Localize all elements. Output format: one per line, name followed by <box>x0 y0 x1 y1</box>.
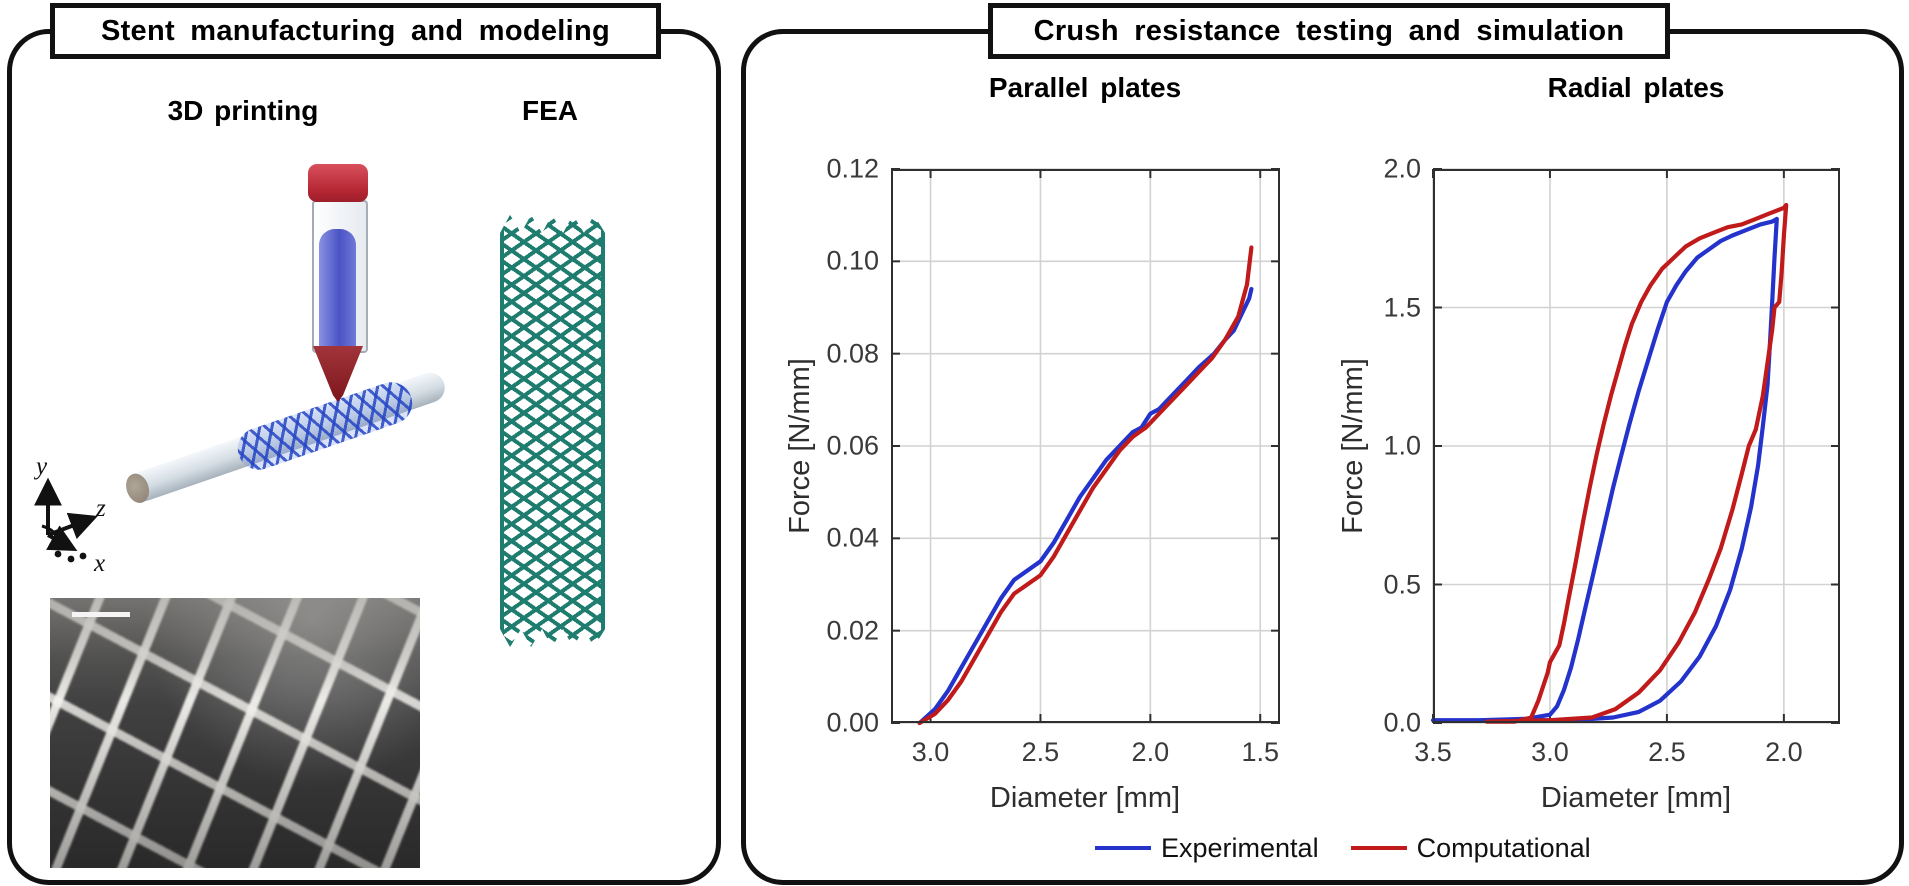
y-tick-label: 0.06 <box>826 430 879 461</box>
triad-dot <box>79 552 87 560</box>
x-tick-label: 2.0 <box>1765 737 1803 767</box>
legend-line-computational <box>1350 846 1407 850</box>
x-axis-arrow <box>46 525 78 552</box>
series-computational <box>1484 202 1789 724</box>
chart-legend: Experimental Computational <box>1095 833 1623 863</box>
left-panel-title: Stent manufacturing and modeling <box>50 3 661 59</box>
y-tick-label: 0.5 <box>1383 569 1421 599</box>
axis-box <box>891 169 1280 723</box>
axis-label-x: x <box>93 550 105 577</box>
coordinate-triad: y z x <box>33 453 106 577</box>
y-tick-label: 0.00 <box>826 707 879 738</box>
panel-crush-testing <box>741 29 1904 885</box>
plot-area <box>1430 168 1840 724</box>
syringe-ink-illustration <box>319 229 356 348</box>
chart-radial-plates: 3.5 3.0 2.5 2.0 0.0 0.5 1.0 1.5 2.0 <box>1383 154 1840 767</box>
y-tick-label: 0.08 <box>826 338 879 369</box>
y-tick-label: 1.5 <box>1383 292 1421 322</box>
triad-arc <box>41 524 60 542</box>
right-panel-title: Crush resistance testing and simulation <box>988 3 1670 59</box>
y-tick-label: 0.10 <box>826 245 879 276</box>
heading-3d-printing: 3D printing <box>167 95 319 126</box>
scale-bar <box>72 612 130 617</box>
x-tick-label: 3.0 <box>1531 737 1569 767</box>
x-tick-label: 3.5 <box>1414 737 1452 767</box>
x-axis-label-radial: Diameter [mm] <box>1540 782 1732 814</box>
x-tick-label: 3.0 <box>911 737 950 767</box>
y-tick-label: 2.0 <box>1383 153 1421 184</box>
fea-stent-model <box>500 215 605 647</box>
syringe-cap-illustration <box>308 164 368 202</box>
legend-label-experimental: Experimental <box>1161 832 1319 863</box>
plot-area <box>891 168 1280 726</box>
y-tick-label: 0.02 <box>826 615 879 646</box>
y-tick-label: 0.04 <box>826 522 879 553</box>
chart-parallel-plates: 3.0 2.5 2.0 1.5 0.00 0.02 0.04 0.06 0.08 0.10 0.12 <box>826 154 1280 767</box>
x-tick-label: 2.5 <box>1021 737 1060 767</box>
x-tick-label: 2.0 <box>1131 737 1170 767</box>
x-tick-label: 1.5 <box>1241 737 1279 767</box>
depth-of-field-overlay <box>50 598 420 868</box>
y-tick-label: 1.0 <box>1383 430 1421 461</box>
heading-fea: FEA <box>522 95 578 126</box>
triad-dot <box>54 550 62 558</box>
plot-title-parallel-plates: Parallel plates <box>988 72 1182 103</box>
series-computational <box>917 245 1254 726</box>
microscopy-photo <box>50 598 420 868</box>
y-tick-label: 0.0 <box>1383 707 1421 738</box>
syringe-barrel-illustration <box>312 200 368 353</box>
axis-label-z: z <box>95 495 106 522</box>
legend-line-experimental <box>1095 846 1151 850</box>
x-axis-label-parallel: Diameter [mm] <box>989 782 1181 814</box>
axis-box <box>1433 169 1840 723</box>
series-experimental <box>1430 216 1779 723</box>
triad-dot <box>67 555 75 563</box>
legend-label-computational: Computational <box>1416 832 1591 863</box>
axis-label-y: y <box>33 453 48 480</box>
plot-title-radial-plates: Radial plates <box>1547 72 1725 103</box>
x-tick-label: 2.5 <box>1648 737 1686 767</box>
y-tick-label: 0.12 <box>826 153 879 184</box>
